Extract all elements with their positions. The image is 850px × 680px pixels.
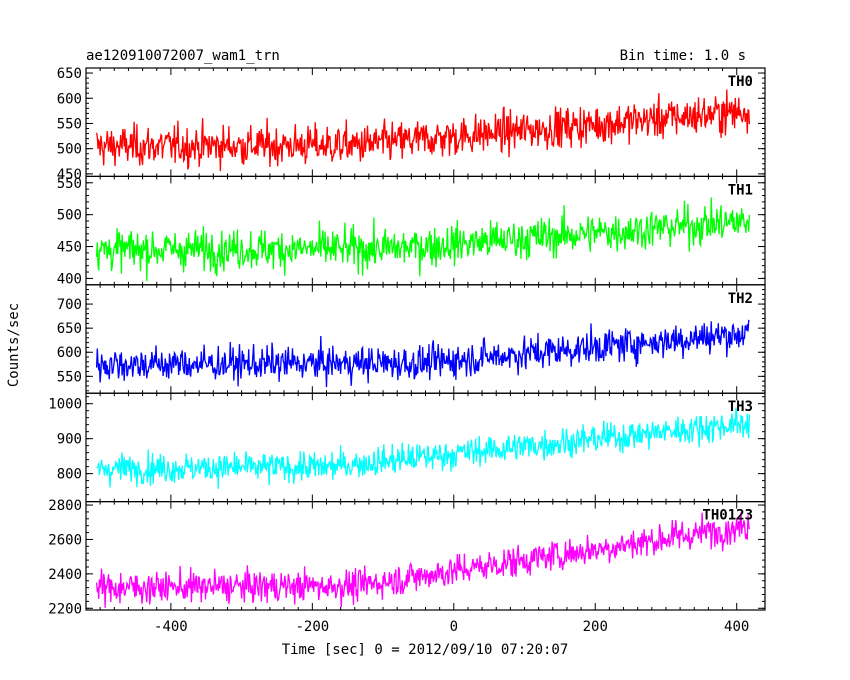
series-line-th1 bbox=[95, 197, 751, 282]
x-tick-label: 0 bbox=[450, 619, 458, 635]
y-tick-label: 600 bbox=[57, 345, 82, 361]
y-tick-label: 650 bbox=[57, 66, 82, 82]
x-tick-label: 200 bbox=[583, 619, 608, 635]
panel-th3: 800 900 1000 TH3 bbox=[48, 392, 766, 503]
series-line-th2 bbox=[95, 319, 750, 388]
x-tick-label: -200 bbox=[295, 619, 329, 635]
y-tick-label: 2400 bbox=[48, 567, 82, 583]
panel-label-th1: TH1 bbox=[728, 182, 753, 198]
y-axis-label: Counts/sec bbox=[6, 303, 22, 387]
y-tick-label: 600 bbox=[57, 91, 82, 107]
panel-frame bbox=[85, 284, 766, 394]
chart-title: ae120910072007_wam1_trn bbox=[86, 48, 280, 64]
panel-th2: 550 600 650 700 TH2 bbox=[57, 284, 766, 394]
y-tick-label: 900 bbox=[57, 432, 82, 448]
panel-label-th0: TH0 bbox=[728, 74, 753, 90]
y-tick-label: 2600 bbox=[48, 532, 82, 548]
panels-group: 450 500 550 600 650 TH0 400 450 500 550 TH1 550 600 6… bbox=[48, 66, 766, 617]
series-line-th0123 bbox=[95, 512, 751, 608]
panel-th0123: 2200 2400 2600 2800 TH0123 bbox=[48, 498, 766, 617]
panel-label-th2: TH2 bbox=[728, 291, 753, 307]
x-axis-label: Time [sec] 0 = 2012/09/10 07:20:07 bbox=[282, 642, 569, 658]
y-tick-label: 2800 bbox=[48, 498, 82, 514]
y-tick-label: 400 bbox=[57, 271, 82, 287]
x-tick-label: -400 bbox=[154, 619, 188, 635]
y-tick-label: 800 bbox=[57, 467, 82, 483]
x-axis: -400 -200 0 200 400 bbox=[154, 619, 749, 635]
panel-th1: 400 450 500 550 TH1 bbox=[57, 176, 766, 287]
y-tick-label: 450 bbox=[57, 167, 82, 183]
y-tick-label: 2200 bbox=[48, 601, 82, 617]
y-tick-label: 700 bbox=[57, 297, 82, 313]
bin-time-label: Bin time: 1.0 s bbox=[620, 48, 746, 64]
panel-frame bbox=[85, 392, 766, 503]
y-tick-label: 500 bbox=[57, 208, 82, 224]
y-tick-label: 550 bbox=[57, 369, 82, 385]
x-tick-label: 400 bbox=[724, 619, 749, 635]
y-tick-label: 650 bbox=[57, 321, 82, 337]
y-tick-label: 550 bbox=[57, 176, 82, 192]
y-tick-label: 450 bbox=[57, 240, 82, 256]
panel-th0: 450 500 550 600 650 TH0 bbox=[57, 66, 766, 183]
series-line-th0 bbox=[95, 89, 751, 172]
y-tick-label: 1000 bbox=[48, 397, 82, 413]
y-tick-label: 550 bbox=[57, 116, 82, 132]
y-tick-label: 500 bbox=[57, 142, 82, 158]
panel-label-th3: TH3 bbox=[728, 399, 753, 415]
panel-label-th0123: TH0123 bbox=[702, 508, 753, 524]
series-line-th3 bbox=[96, 407, 751, 489]
